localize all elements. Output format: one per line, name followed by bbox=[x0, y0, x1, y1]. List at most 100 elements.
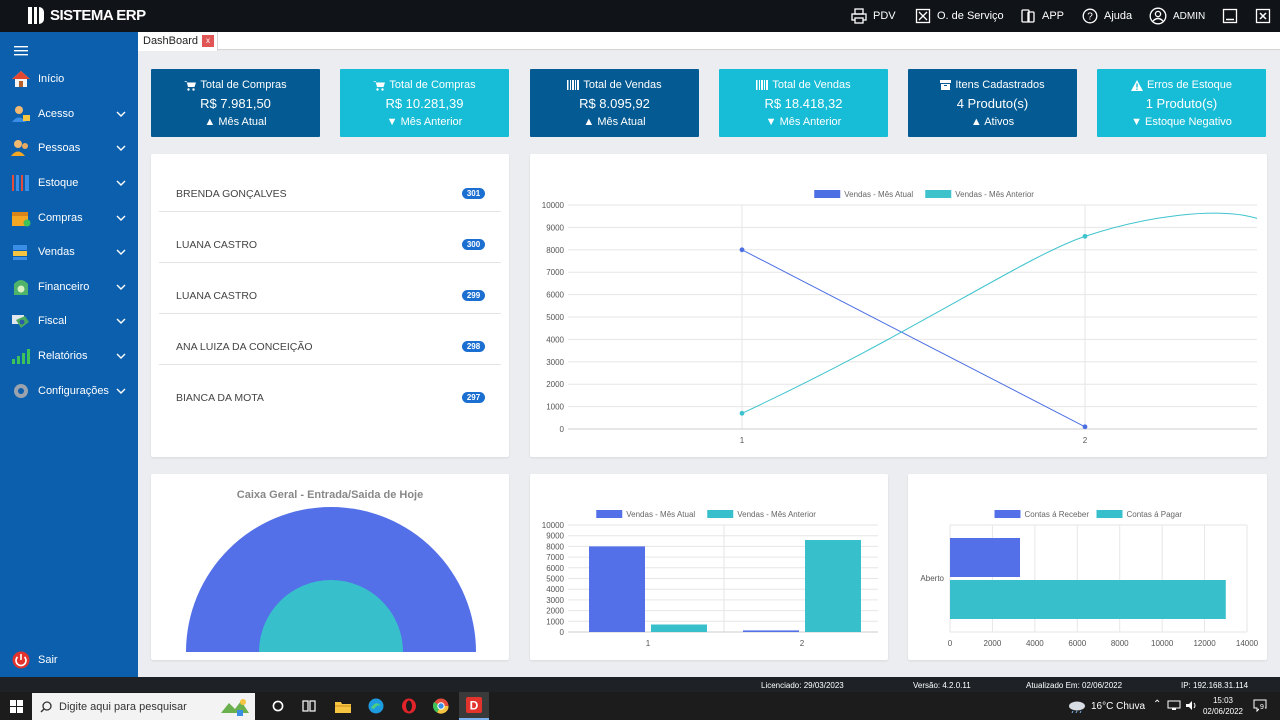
y-tick-label: 9000 bbox=[546, 532, 564, 541]
cortana-circle-icon bbox=[272, 700, 284, 712]
taskview-button[interactable] bbox=[294, 692, 324, 720]
help-label: Ajuda bbox=[1104, 10, 1133, 22]
windows-start-button[interactable] bbox=[1, 692, 31, 720]
help-button[interactable]: ? Ajuda bbox=[1082, 0, 1132, 32]
file-explorer-button[interactable] bbox=[328, 692, 358, 720]
x-tick-label: 2 bbox=[800, 639, 805, 648]
x-tick-label: 14000 bbox=[1236, 639, 1259, 648]
sales-icon bbox=[13, 245, 27, 260]
sidebar-item-acesso[interactable]: Acesso bbox=[0, 97, 138, 131]
edge-button[interactable] bbox=[361, 692, 391, 720]
weather-widget[interactable]: 16°C Chuva bbox=[1068, 700, 1145, 713]
stat-card-items[interactable]: Itens Cadastrados 4 Produto(s) ▲︎ Ativos bbox=[908, 69, 1077, 137]
sales-line-chart: 1000090008000700060005000400030002000100… bbox=[542, 190, 1258, 445]
chevron-up-icon: ▲︎ bbox=[583, 116, 595, 128]
sidebar-item-estoque[interactable]: Estoque bbox=[0, 166, 138, 200]
power-icon bbox=[12, 651, 30, 669]
sidebar-item-label: Financeiro bbox=[38, 281, 90, 293]
stat-value: 1 Produto(s) bbox=[1145, 96, 1218, 111]
erp-app-icon: D bbox=[466, 697, 482, 713]
sidebar-item-inicio[interactable]: Início bbox=[0, 62, 138, 96]
client-badge: 300 bbox=[462, 239, 485, 250]
bar-receivable bbox=[950, 538, 1021, 577]
chrome-button[interactable] bbox=[426, 692, 456, 720]
tab-close-icon[interactable]: x bbox=[202, 35, 214, 47]
list-item[interactable]: BRENDA GONÇALVES 301 bbox=[159, 161, 501, 212]
volume-icon[interactable] bbox=[1185, 700, 1198, 711]
sidebar-item-configuracoes[interactable]: Configurações bbox=[0, 374, 138, 408]
taskbar-search-input[interactable]: Digite aqui para pesquisar bbox=[32, 693, 255, 720]
license-date: Licenciado: 29/03/2023 bbox=[761, 681, 844, 690]
minimize-button[interactable] bbox=[1222, 0, 1238, 32]
fiscal-icon bbox=[12, 315, 29, 328]
list-item[interactable]: BIANCA DA MOTA 297 bbox=[159, 365, 501, 416]
windows-logo-icon bbox=[9, 699, 23, 713]
stat-title: Total de Compras bbox=[200, 79, 287, 91]
network-icon[interactable] bbox=[1167, 700, 1181, 711]
logout-button[interactable]: Sair bbox=[0, 643, 138, 677]
app-logo[interactable]: SISTEMA ERP bbox=[28, 7, 146, 24]
tray-chevron-up-icon[interactable]: ⌃ bbox=[1153, 699, 1162, 710]
erp-app-button[interactable]: D bbox=[459, 692, 489, 720]
chevron-down-icon bbox=[116, 145, 126, 151]
opera-browser-icon bbox=[402, 698, 416, 714]
task-view-button[interactable] bbox=[263, 692, 293, 720]
y-tick-label: 4000 bbox=[546, 335, 564, 344]
y-tick-label: 2000 bbox=[546, 607, 564, 616]
sidebar-item-pessoas[interactable]: Pessoas bbox=[0, 131, 138, 165]
people-icon bbox=[11, 140, 28, 156]
stat-card-sales-previous[interactable]: Total de Vendas R$ 18.418,32 ▼︎ Mês Ante… bbox=[719, 69, 888, 137]
version-text: Versão: 4.2.0.11 bbox=[913, 681, 971, 690]
stat-card-sales-current[interactable]: Total de Vendas R$ 8.095,92 ▲︎ Mês Atual bbox=[530, 69, 699, 137]
list-item[interactable]: ANA LUIZA DA CONCEIÇÃO 298 bbox=[159, 314, 501, 365]
stat-footer: Mês Anterior bbox=[400, 116, 463, 128]
sidebar-item-relatorios[interactable]: Relatórios bbox=[0, 339, 138, 373]
tab-label: DashBoard bbox=[143, 35, 199, 47]
windows-taskbar: Digite aqui para pesquisar D 16°C Chuva … bbox=[0, 692, 1280, 720]
purchases-icon bbox=[12, 212, 31, 227]
client-name: BIANCA DA MOTA bbox=[176, 392, 264, 404]
barcode-icon bbox=[756, 80, 769, 90]
legend-label: Vendas - Mês Anterior bbox=[955, 190, 1034, 199]
y-tick-label: 10000 bbox=[542, 201, 565, 210]
user-menu[interactable]: ADMIN bbox=[1149, 0, 1205, 32]
svg-text:?: ? bbox=[1087, 12, 1093, 23]
sidebar-item-financeiro[interactable]: Financeiro bbox=[0, 270, 138, 304]
close-window-button[interactable] bbox=[1255, 0, 1271, 32]
bar-current bbox=[743, 630, 799, 632]
menu-toggle-icon[interactable] bbox=[14, 43, 28, 61]
legend-swatch bbox=[1096, 510, 1123, 518]
client-badge: 298 bbox=[462, 341, 485, 352]
legend-label: Vendas - Mês Anterior bbox=[737, 510, 816, 519]
clock[interactable]: 15:03 02/06/2022 bbox=[1201, 695, 1245, 717]
list-item[interactable]: LUANA CASTRO 299 bbox=[159, 263, 501, 314]
sidebar-item-vendas[interactable]: Vendas bbox=[0, 235, 138, 269]
notifications-button[interactable]: 9 bbox=[1253, 699, 1267, 713]
stat-title: Total de Vendas bbox=[772, 79, 851, 91]
app-button[interactable]: APP bbox=[1020, 0, 1064, 32]
archive-icon bbox=[940, 80, 952, 90]
opera-button[interactable] bbox=[394, 692, 424, 720]
list-item[interactable]: LUANA CASTRO 300 bbox=[159, 212, 501, 263]
stat-footer: Mês Atual bbox=[597, 116, 646, 128]
sidebar-item-compras[interactable]: Compras bbox=[0, 201, 138, 235]
service-order-button[interactable]: O. de Serviço bbox=[915, 0, 1004, 32]
client-name: BRENDA GONÇALVES bbox=[176, 188, 287, 200]
stat-title: Itens Cadastrados bbox=[955, 79, 1045, 91]
y-tick-label: 5000 bbox=[546, 313, 564, 322]
y-tick-label: 4000 bbox=[546, 585, 564, 594]
stat-card-stock-errors[interactable]: Erros de Estoque 1 Produto(s) ▼︎ Estoque… bbox=[1097, 69, 1266, 137]
pdv-button[interactable]: PDV bbox=[851, 0, 896, 32]
minimize-icon bbox=[1222, 8, 1238, 24]
sales-bar-chart: 1000090008000700060005000400030002000100… bbox=[542, 510, 878, 648]
close-window-icon bbox=[1255, 8, 1271, 24]
tab-dashboard[interactable]: DashBoard x bbox=[138, 32, 218, 51]
legend-label: Contas á Pagar bbox=[1127, 510, 1183, 519]
stat-card-purchases-current[interactable]: Total de Compras R$ 7.981,50 ▲︎ Mês Atua… bbox=[151, 69, 320, 137]
sidebar-item-fiscal[interactable]: Fiscal bbox=[0, 304, 138, 338]
legend-swatch bbox=[994, 510, 1021, 518]
stat-card-purchases-previous[interactable]: Total de Compras R$ 10.281,39 ▼︎ Mês Ant… bbox=[340, 69, 509, 137]
home-icon bbox=[12, 71, 30, 87]
chevron-down-icon bbox=[116, 180, 126, 186]
stat-title: Erros de Estoque bbox=[1147, 79, 1232, 91]
